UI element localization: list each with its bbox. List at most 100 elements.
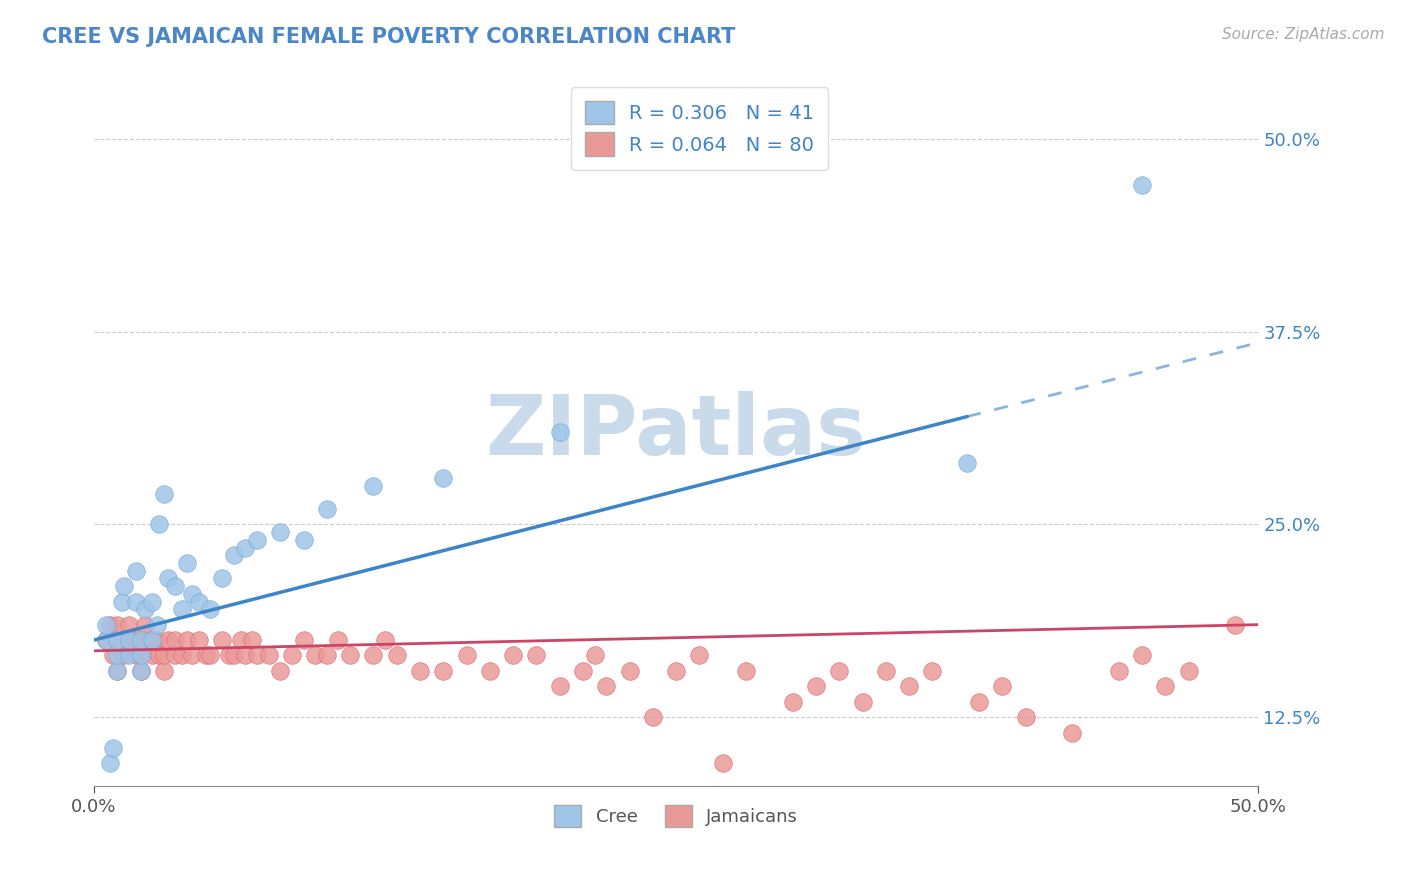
Point xyxy=(1130,648,1153,663)
Point xyxy=(129,648,152,663)
Point xyxy=(211,571,233,585)
Legend: Cree, Jamaicans: Cree, Jamaicans xyxy=(547,797,806,834)
Point xyxy=(409,664,432,678)
Point xyxy=(229,633,252,648)
Point xyxy=(94,633,117,648)
Point xyxy=(118,633,141,648)
Point xyxy=(118,617,141,632)
Point xyxy=(180,648,202,663)
Point xyxy=(105,617,128,632)
Point xyxy=(921,664,943,678)
Point xyxy=(94,633,117,648)
Point xyxy=(898,679,921,693)
Point xyxy=(782,695,804,709)
Point xyxy=(141,633,163,648)
Point xyxy=(269,664,291,678)
Point xyxy=(1177,664,1199,678)
Point xyxy=(548,679,571,693)
Point xyxy=(153,486,176,500)
Text: ZIPatlas: ZIPatlas xyxy=(485,392,866,473)
Point xyxy=(98,617,121,632)
Point xyxy=(583,648,606,663)
Point xyxy=(851,695,873,709)
Point xyxy=(292,633,315,648)
Point xyxy=(101,741,124,756)
Point xyxy=(432,471,454,485)
Point xyxy=(218,648,240,663)
Point xyxy=(991,679,1014,693)
Point xyxy=(165,648,187,663)
Point xyxy=(176,633,198,648)
Point xyxy=(125,633,148,648)
Point xyxy=(172,602,194,616)
Point xyxy=(157,571,180,585)
Point xyxy=(129,664,152,678)
Point xyxy=(157,633,180,648)
Point xyxy=(172,648,194,663)
Point xyxy=(146,617,169,632)
Point xyxy=(112,648,135,663)
Point xyxy=(129,648,152,663)
Point xyxy=(315,502,337,516)
Point xyxy=(141,648,163,663)
Point xyxy=(363,479,385,493)
Point xyxy=(134,617,156,632)
Point xyxy=(804,679,827,693)
Point xyxy=(432,664,454,678)
Point xyxy=(875,664,897,678)
Point xyxy=(641,710,664,724)
Point xyxy=(619,664,641,678)
Point xyxy=(187,633,209,648)
Point xyxy=(125,564,148,578)
Point xyxy=(478,664,501,678)
Point xyxy=(112,579,135,593)
Point xyxy=(374,633,396,648)
Point xyxy=(240,633,263,648)
Point xyxy=(153,648,176,663)
Point xyxy=(141,594,163,608)
Point xyxy=(148,517,170,532)
Point xyxy=(118,648,141,663)
Point xyxy=(502,648,524,663)
Point xyxy=(572,664,595,678)
Point xyxy=(134,633,156,648)
Point xyxy=(246,648,269,663)
Point xyxy=(129,664,152,678)
Text: CREE VS JAMAICAN FEMALE POVERTY CORRELATION CHART: CREE VS JAMAICAN FEMALE POVERTY CORRELAT… xyxy=(42,27,735,46)
Point xyxy=(180,587,202,601)
Point xyxy=(363,648,385,663)
Point xyxy=(828,664,851,678)
Point xyxy=(194,648,217,663)
Point xyxy=(165,633,187,648)
Point xyxy=(233,541,256,555)
Point xyxy=(548,425,571,439)
Point xyxy=(665,664,688,678)
Point xyxy=(1154,679,1177,693)
Point xyxy=(257,648,280,663)
Point xyxy=(105,648,128,663)
Point xyxy=(1130,178,1153,193)
Point xyxy=(689,648,711,663)
Point xyxy=(269,525,291,540)
Point xyxy=(165,579,187,593)
Point xyxy=(967,695,990,709)
Point xyxy=(200,648,222,663)
Point xyxy=(105,664,128,678)
Point xyxy=(281,648,304,663)
Text: Source: ZipAtlas.com: Source: ZipAtlas.com xyxy=(1222,27,1385,42)
Point xyxy=(105,633,128,648)
Point xyxy=(125,648,148,663)
Point xyxy=(456,648,478,663)
Point xyxy=(129,633,152,648)
Point xyxy=(187,594,209,608)
Point xyxy=(105,664,128,678)
Point xyxy=(153,664,176,678)
Point xyxy=(146,633,169,648)
Point xyxy=(233,648,256,663)
Point xyxy=(98,756,121,771)
Point xyxy=(1225,617,1247,632)
Point xyxy=(328,633,350,648)
Point xyxy=(111,633,134,648)
Point xyxy=(385,648,408,663)
Point xyxy=(222,549,245,563)
